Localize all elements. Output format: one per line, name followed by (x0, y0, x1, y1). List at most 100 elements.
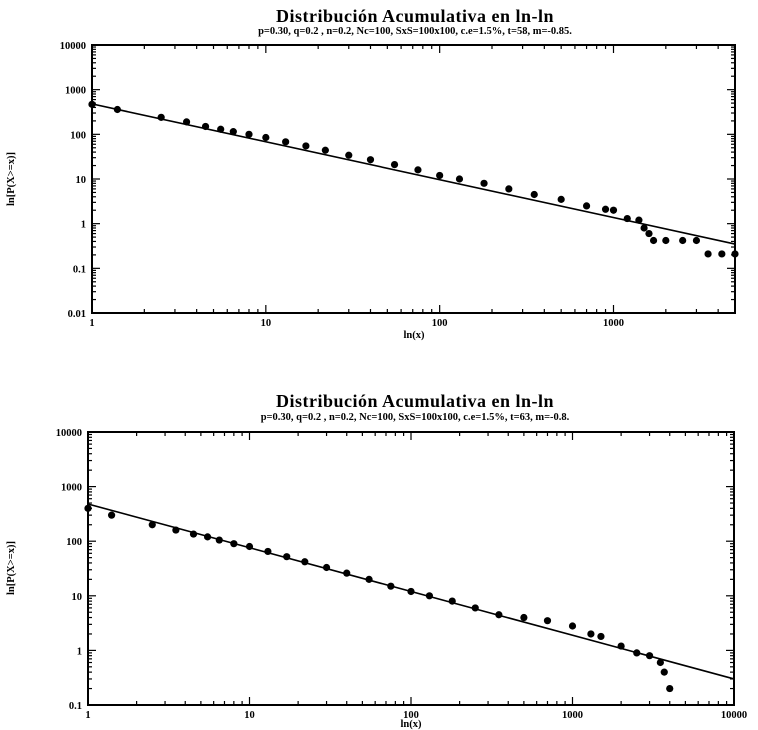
chart-2-y-axis-label: ln[P(X>=x)] (6, 541, 17, 595)
data-point (530, 190, 538, 199)
y-tick-label: 1 (81, 220, 86, 231)
data-point (203, 533, 212, 541)
data-point (107, 511, 116, 519)
y-tick-label: 0.1 (73, 264, 86, 275)
x-tick-label: 1 (85, 710, 90, 721)
data-point (217, 125, 225, 133)
data-point (321, 146, 329, 154)
chart-2-x-axis-label: ln(x) (401, 719, 423, 730)
y-tick-label: 0.01 (68, 309, 86, 320)
data-point (662, 236, 670, 245)
data-point (633, 649, 641, 657)
data-point (601, 205, 610, 213)
data-point (84, 504, 92, 512)
chart-1-y-axis-label: ln[P(X>=x)] (6, 152, 17, 206)
data-point (343, 569, 351, 577)
chart-2-title: Distribución Acumulativa en ln-ln (276, 391, 554, 411)
chart-1-x-ticks: 1 10 100 1000 (89, 45, 736, 329)
data-point (679, 236, 687, 245)
data-point (645, 229, 653, 238)
data-point (455, 175, 464, 183)
chart-1: Distribución Acumulativa en ln-ln p=0.30… (6, 6, 739, 341)
data-point (471, 604, 479, 612)
data-point (520, 613, 528, 622)
x-tick-label: 100 (432, 318, 448, 329)
y-tick-label: 1000 (65, 86, 86, 97)
data-point (623, 214, 631, 223)
data-point (582, 202, 591, 210)
data-point (635, 216, 643, 224)
chart-1-plot-frame (91, 44, 736, 314)
data-point (407, 587, 415, 596)
data-point (282, 138, 290, 146)
data-point (617, 642, 625, 650)
data-point (587, 630, 595, 638)
data-point (640, 224, 648, 232)
x-tick-label: 1 (89, 318, 94, 329)
data-point (692, 236, 701, 245)
x-tick-label: 1000 (562, 710, 583, 721)
data-point (704, 250, 712, 258)
data-point (731, 250, 739, 258)
data-point (302, 142, 310, 150)
data-point (366, 156, 375, 164)
x-tick-label: 10 (244, 710, 255, 721)
data-point (189, 530, 198, 538)
data-point (557, 195, 565, 203)
data-point (597, 632, 605, 641)
data-point (157, 113, 165, 121)
y-tick-label: 1000 (61, 483, 82, 494)
chart-1-points-layer (88, 100, 739, 258)
chart-2-subtitle: p=0.30, q=0.2 , n=0.2, Nc=100, SxS=100x1… (261, 412, 570, 423)
data-point (262, 133, 270, 142)
data-point (283, 553, 291, 561)
data-point (543, 617, 552, 625)
data-point (649, 236, 658, 245)
data-point (365, 575, 373, 583)
chart-1-y-ticks: 0.01 0.1 1 10 100 1000 10000 (60, 41, 735, 320)
data-point (264, 547, 272, 556)
data-point (718, 250, 726, 258)
data-point (301, 558, 309, 566)
data-point (666, 684, 674, 693)
data-point (448, 597, 456, 605)
data-point (172, 526, 180, 534)
chart-2-x-ticks: 1 10 100 1000 10000 (85, 432, 747, 721)
data-point (505, 185, 513, 193)
x-tick-label: 10000 (721, 710, 747, 721)
data-point (148, 521, 156, 529)
y-tick-label: 10 (72, 592, 83, 603)
data-point (436, 171, 444, 180)
x-tick-label: 10 (261, 318, 272, 329)
chart-2-points-layer (84, 504, 674, 693)
data-point (245, 542, 254, 551)
y-tick-label: 100 (66, 537, 82, 548)
data-point (215, 536, 223, 544)
data-point (495, 611, 503, 619)
chart-2-plot-frame (87, 431, 735, 706)
y-tick-label: 1 (77, 646, 82, 657)
x-tick-label: 1000 (603, 318, 624, 329)
chart-2-y-ticks: 0.1 1 10 100 1000 10000 (56, 428, 734, 712)
data-point (414, 166, 422, 174)
data-point (345, 151, 353, 159)
x-tick-label: 100 (403, 710, 419, 721)
data-point (609, 206, 618, 214)
data-point (229, 128, 237, 136)
data-point (182, 118, 191, 126)
data-point (387, 582, 395, 590)
data-point (568, 622, 577, 630)
data-point (480, 179, 488, 187)
data-point (245, 130, 253, 138)
data-point (322, 563, 331, 572)
data-point (113, 105, 122, 114)
data-point (425, 592, 434, 600)
y-tick-label: 10 (76, 175, 87, 186)
data-point (660, 668, 668, 676)
data-point (656, 658, 664, 667)
chart-2: Distribución Acumulativa en ln-ln p=0.30… (6, 391, 747, 730)
chart-1-title: Distribución Acumulativa en ln-ln (276, 6, 554, 26)
chart-1-x-axis-label: ln(x) (404, 330, 426, 341)
chart-1-subtitle: p=0.30, q=0.2 , n=0.2, Nc=100, SxS=100x1… (258, 26, 572, 37)
